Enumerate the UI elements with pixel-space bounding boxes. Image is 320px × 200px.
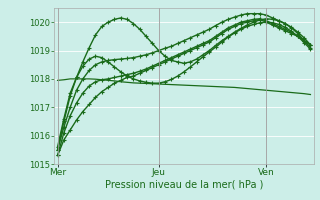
X-axis label: Pression niveau de la mer( hPa ): Pression niveau de la mer( hPa ) (105, 180, 263, 190)
